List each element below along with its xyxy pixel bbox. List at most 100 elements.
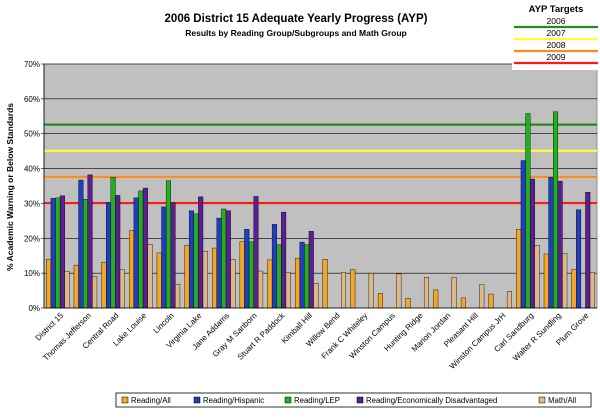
ayp-legend-label: 2007 xyxy=(547,28,566,38)
bar xyxy=(557,180,563,309)
bar xyxy=(225,210,231,309)
y-axis: 0% 10% 20% 30% 40% 50% 60% 70% xyxy=(24,60,597,313)
y-tick-label: 20% xyxy=(24,234,40,243)
legend-swatch xyxy=(121,396,129,404)
x-tick-label: Lincoln xyxy=(152,311,176,335)
chart-title: 2006 District 15 Adequate Yearly Progres… xyxy=(165,13,428,25)
bar xyxy=(110,177,116,309)
plot-area xyxy=(43,63,598,309)
legend-label: Reading/Hispanic xyxy=(203,396,264,405)
bar xyxy=(212,247,218,309)
bar xyxy=(548,177,554,309)
legend-label: Reading/All xyxy=(131,396,171,405)
bar xyxy=(106,202,112,309)
bar xyxy=(59,195,65,309)
bar xyxy=(294,257,300,309)
bar xyxy=(405,298,411,309)
bar xyxy=(276,244,282,309)
bar xyxy=(529,178,535,309)
bar xyxy=(299,241,305,309)
bar xyxy=(138,190,144,309)
bar xyxy=(170,202,176,309)
bar xyxy=(87,174,93,309)
ayp-legend-title: AYP Targets xyxy=(529,4,584,15)
bar xyxy=(562,253,568,309)
bar xyxy=(119,269,125,309)
bar xyxy=(525,113,531,309)
y-tick-label: 30% xyxy=(24,199,40,208)
y-tick-label: 0% xyxy=(28,304,40,313)
bar xyxy=(175,284,181,309)
bar xyxy=(396,273,402,309)
bar xyxy=(433,289,439,309)
bar xyxy=(202,250,208,309)
legend-label: Reading/Economically Disadvantaged xyxy=(366,396,497,405)
bar xyxy=(92,276,98,309)
bar xyxy=(216,217,222,309)
x-tick-label: Stuart R Paddock xyxy=(236,310,287,361)
bar xyxy=(589,272,595,309)
bar xyxy=(156,252,162,309)
bar xyxy=(368,272,374,309)
bar xyxy=(534,245,540,309)
bar xyxy=(184,245,190,309)
bar xyxy=(423,277,429,309)
bar xyxy=(571,269,577,309)
bar xyxy=(101,262,107,309)
bar xyxy=(585,192,591,309)
bar xyxy=(133,197,139,309)
y-axis-label: % Academic Warning or Below Standards xyxy=(5,103,15,271)
plot-background xyxy=(43,63,598,309)
series-legend-box xyxy=(115,392,592,408)
bars xyxy=(46,111,595,309)
y-tick-label: 60% xyxy=(24,95,40,104)
bar xyxy=(248,241,254,309)
bar xyxy=(129,230,135,309)
bar xyxy=(488,293,494,309)
x-tick-label: Thomas Jefferson xyxy=(41,311,93,363)
bar xyxy=(82,199,88,309)
bar xyxy=(239,241,245,309)
bar xyxy=(506,291,512,309)
bar xyxy=(267,259,273,309)
bar xyxy=(115,195,121,309)
bar xyxy=(271,224,277,309)
bar xyxy=(304,244,310,309)
ayp-legend-label: 2008 xyxy=(547,40,566,50)
bar xyxy=(253,196,259,309)
bar xyxy=(230,259,236,309)
bar xyxy=(341,272,347,309)
bar xyxy=(73,264,79,309)
legend-swatch xyxy=(356,396,364,404)
bar xyxy=(516,229,522,309)
ayp-legend-label: 2006 xyxy=(547,16,566,26)
ayp-legend-label: 2009 xyxy=(547,52,566,62)
legend-label: Math/All xyxy=(548,396,576,405)
x-tick-label: Walter R Sundling xyxy=(511,311,563,363)
bar xyxy=(161,206,167,309)
bar xyxy=(64,271,70,309)
bar xyxy=(543,253,549,309)
bar xyxy=(55,197,61,309)
bar xyxy=(322,259,328,309)
y-tick-label: 10% xyxy=(24,269,40,278)
chart-subtitle: Results by Reading Group/Subgroups and M… xyxy=(185,28,406,38)
bar xyxy=(377,293,383,309)
bar xyxy=(221,208,227,309)
legend-swatch xyxy=(193,396,201,404)
bar xyxy=(78,179,84,309)
ayp-targets-legend: AYP Targets 2006 2007 2008 2009 xyxy=(512,4,598,70)
y-tick-label: 70% xyxy=(24,60,40,69)
ayp-legend-box xyxy=(512,14,598,70)
bar xyxy=(198,196,204,309)
bar xyxy=(188,210,194,309)
bar xyxy=(479,284,485,309)
bar xyxy=(147,244,153,309)
bar xyxy=(308,231,314,309)
bar xyxy=(313,283,319,309)
bar xyxy=(285,272,291,309)
series-legend: Reading/All Reading/Hispanic Reading/LEP Re… xyxy=(115,392,592,408)
bar xyxy=(460,297,466,309)
